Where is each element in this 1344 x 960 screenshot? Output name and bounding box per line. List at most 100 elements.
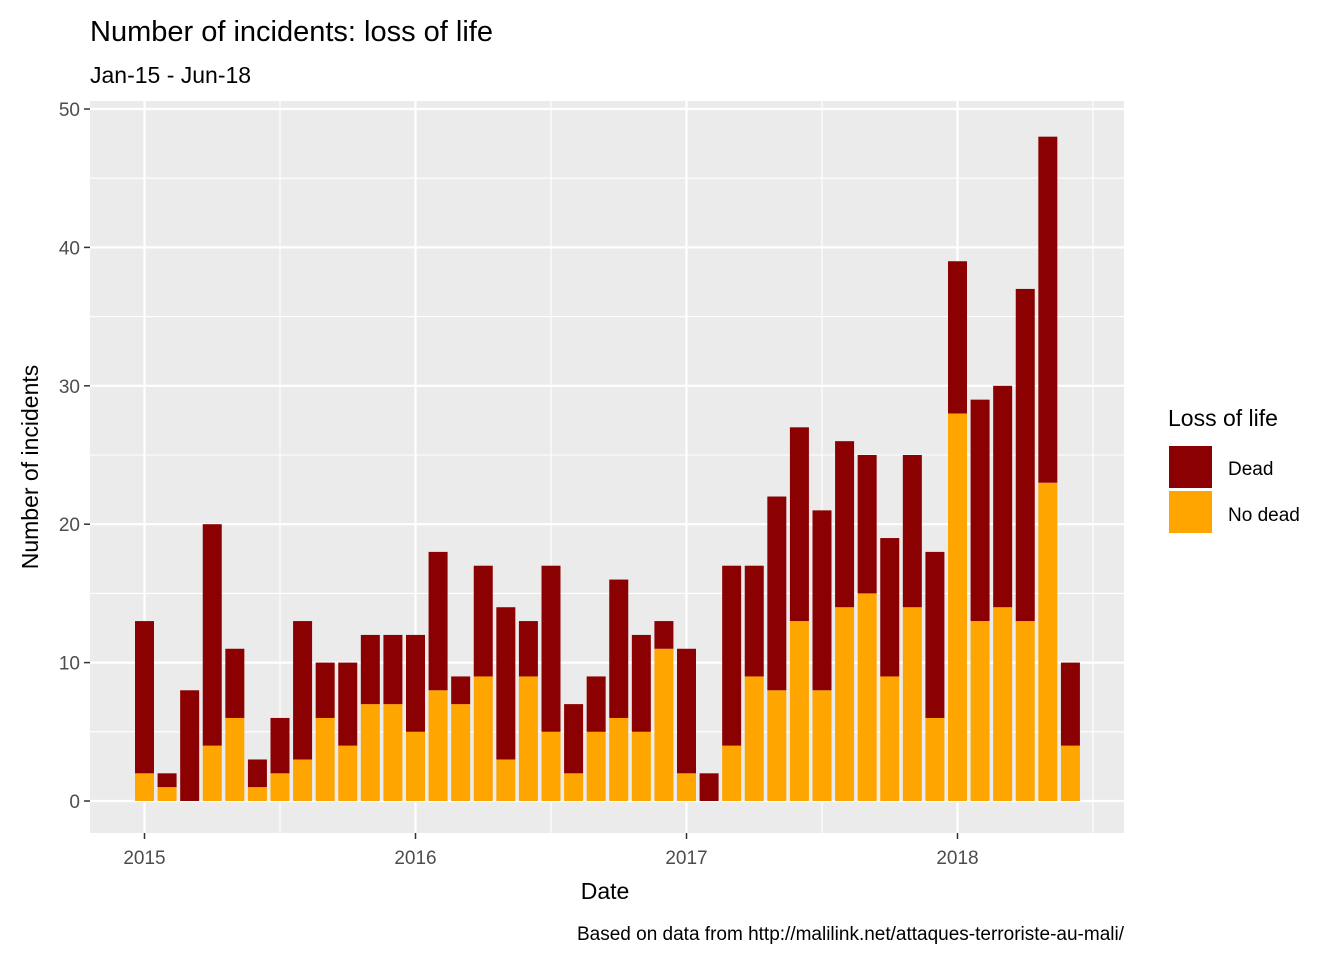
bar-no-dead-2016-08: [564, 773, 584, 801]
bar-no-dead-2015-12: [383, 704, 403, 801]
bar-no-dead-2017-08: [835, 607, 855, 801]
bar-dead-2018-04: [1015, 288, 1035, 622]
bar-no-dead-2018-03: [993, 607, 1013, 801]
bar-no-dead-2017-04: [744, 676, 764, 801]
bar-no-dead-2018-02: [970, 621, 990, 801]
legend-key-no-dead: [1169, 491, 1212, 533]
y-tick-label: 40: [59, 238, 80, 259]
y-tick-label: 10: [59, 654, 80, 675]
bar-dead-2016-01: [406, 634, 425, 732]
bar-dead-2016-12: [654, 621, 674, 649]
bar-dead-2017-11: [902, 455, 922, 608]
y-axis-title: Number of incidents: [17, 365, 43, 570]
bar-no-dead-2018-01: [948, 413, 967, 801]
bar-dead-2018-06: [1060, 662, 1080, 746]
bar-no-dead-2017-06: [789, 621, 809, 801]
legend-label-dead: Dead: [1228, 459, 1273, 480]
bar-no-dead-2016-02: [428, 690, 448, 801]
x-axis: 2015 2016 2017 2018: [123, 833, 979, 869]
legend-label-no-dead: No dead: [1228, 505, 1300, 526]
bar-dead-2017-03: [722, 565, 742, 746]
chart-title: Number of incidents: loss of life: [90, 16, 493, 48]
bar-dead-2017-04: [744, 565, 764, 677]
bar-no-dead-2016-07: [541, 731, 561, 801]
bar-dead-2017-07: [812, 510, 832, 691]
bar-dead-2017-10: [880, 538, 900, 677]
y-tick-label: 50: [59, 100, 80, 121]
bar-no-dead-2016-10: [609, 717, 629, 801]
bar-dead-2017-09: [857, 455, 877, 594]
bar-dead-2015-10: [338, 662, 358, 746]
bar-dead-2018-02: [970, 399, 990, 622]
bar-no-dead-2016-12: [654, 648, 674, 801]
bar-no-dead-2016-06: [518, 676, 538, 801]
legend: Loss of life Dead No dead: [1168, 405, 1300, 533]
bar-no-dead-2016-09: [586, 731, 606, 801]
bar-dead-2016-04: [473, 565, 493, 677]
chart-subtitle: Jan-15 - Jun-18: [90, 62, 251, 88]
bar-dead-2017-06: [789, 427, 809, 622]
bar-dead-2015-09: [315, 662, 335, 718]
bar-dead-2016-05: [496, 607, 516, 760]
x-tick-label: 2016: [394, 848, 436, 869]
bar-dead-2015-06: [247, 759, 267, 788]
bar-dead-2016-09: [586, 676, 606, 732]
bar-no-dead-2015-02: [157, 787, 177, 801]
bar-no-dead-2018-04: [1015, 621, 1035, 801]
legend-key-dead: [1169, 446, 1212, 488]
bar-dead-2017-08: [835, 441, 855, 608]
bar-no-dead-2015-05: [225, 717, 245, 801]
x-tick-label: 2018: [936, 848, 978, 869]
bar-dead-2016-07: [541, 565, 561, 732]
bar-dead-2015-02: [157, 773, 177, 788]
bar-no-dead-2017-05: [767, 690, 787, 801]
grid-minor: [90, 101, 1124, 833]
bar-dead-2015-05: [225, 648, 245, 718]
y-tick-label: 0: [69, 792, 80, 813]
bar-no-dead-2017-11: [902, 607, 922, 801]
bar-no-dead-2015-08: [293, 759, 313, 801]
y-tick-label: 30: [59, 377, 80, 398]
bar-no-dead-2015-11: [360, 704, 380, 801]
x-axis-title: Date: [581, 878, 630, 904]
bar-dead-2016-03: [451, 676, 471, 705]
bar-no-dead-2018-05: [1038, 482, 1058, 801]
bar-no-dead-2015-06: [247, 787, 267, 801]
bar-no-dead-2016-01: [406, 731, 425, 801]
bar-dead-2015-11: [360, 634, 380, 705]
x-tick-label: 2017: [665, 848, 707, 869]
bar-no-dead-2015-09: [315, 717, 335, 801]
bar-dead-2016-02: [428, 551, 448, 691]
caption: Based on data from http://malilink.net/a…: [577, 924, 1125, 945]
y-axis: 0 10 20 30 40 50: [59, 100, 90, 813]
bar-dead-2017-02: [699, 773, 719, 801]
bar-no-dead-2018-06: [1060, 745, 1080, 801]
legend-title: Loss of life: [1168, 405, 1278, 431]
bar-dead-2017-05: [767, 496, 787, 691]
bar-dead-2015-04: [202, 524, 222, 746]
bar-dead-2016-10: [609, 579, 629, 718]
bar-dead-2018-03: [993, 385, 1013, 608]
bar-no-dead-2016-04: [473, 676, 493, 801]
bar-no-dead-2015-10: [338, 745, 358, 801]
bar-no-dead-2015-01: [135, 773, 154, 801]
bar-no-dead-2017-12: [925, 717, 945, 801]
bar-no-dead-2016-11: [631, 731, 651, 801]
bar-dead-2018-05: [1038, 136, 1058, 483]
bar-no-dead-2017-03: [722, 745, 742, 801]
bar-no-dead-2016-05: [496, 759, 516, 801]
bar-no-dead-2017-09: [857, 593, 877, 801]
bar-no-dead-2016-03: [451, 704, 471, 801]
y-tick-label: 20: [59, 515, 80, 536]
bar-dead-2015-03: [180, 690, 200, 801]
bars: [135, 136, 1080, 801]
bar-no-dead-2017-01: [677, 773, 696, 801]
bar-dead-2016-11: [631, 634, 651, 732]
bar-dead-2017-01: [677, 648, 696, 774]
bar-no-dead-2015-04: [202, 745, 222, 801]
bar-dead-2015-01: [135, 621, 154, 774]
bar-no-dead-2017-07: [812, 690, 832, 801]
bar-dead-2015-08: [293, 621, 313, 760]
bar-dead-2017-12: [925, 551, 945, 718]
